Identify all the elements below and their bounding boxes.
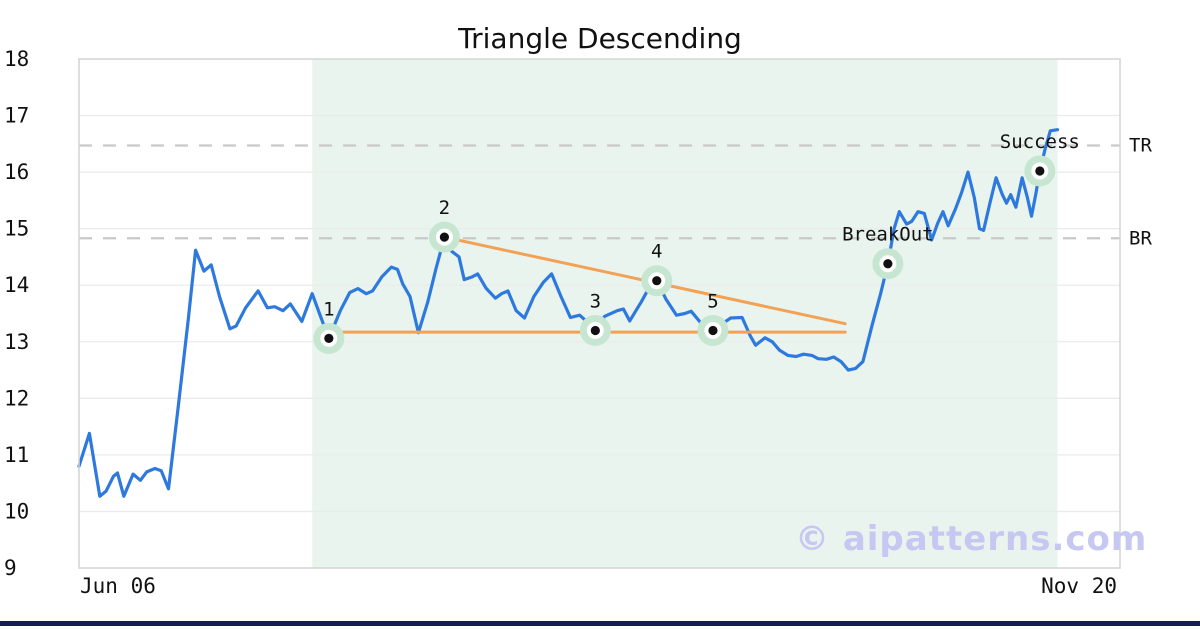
chart-title: Triangle Descending <box>458 22 742 55</box>
y-tick-label-15: 15 <box>4 217 29 241</box>
y-tick-label-18: 18 <box>4 47 29 71</box>
y-tick-label-14: 14 <box>4 273 29 297</box>
price-series-line <box>77 128 1060 498</box>
marker-dot <box>590 325 600 336</box>
br-level-label: BR <box>1129 227 1152 249</box>
marker-label-3: 3 <box>590 290 601 312</box>
marker-label-breakout: BreakOut <box>842 224 934 246</box>
marker-label-4: 4 <box>651 241 662 263</box>
y-tick-label-13: 13 <box>4 330 29 354</box>
marker-dot <box>652 276 662 286</box>
y-tick-label-10: 10 <box>4 499 29 523</box>
marker-dot <box>883 259 893 269</box>
marker-label-2: 2 <box>439 197 450 219</box>
marker-label-5: 5 <box>707 290 718 312</box>
marker-dot <box>324 333 334 343</box>
y-tick-label-12: 12 <box>4 386 29 410</box>
marker-dot <box>708 325 718 336</box>
marker-dot <box>1035 166 1045 176</box>
footer-bar <box>0 621 1200 626</box>
y-tick-label-16: 16 <box>4 160 29 184</box>
y-tick-label-17: 17 <box>4 104 29 128</box>
y-tick-label-9: 9 <box>4 556 17 580</box>
x-tick-label-end: Nov 20 <box>1041 574 1117 598</box>
marker-dot <box>439 232 449 242</box>
watermark: © aipatterns.com <box>795 519 1148 559</box>
marker-label-1: 1 <box>323 298 334 320</box>
x-tick-label-start: Jun 06 <box>80 574 156 598</box>
marker-label-success: Success <box>1000 131 1080 153</box>
tr-level-label: TR <box>1129 135 1152 157</box>
plot-border <box>78 58 1121 569</box>
y-tick-label-11: 11 <box>4 443 29 467</box>
